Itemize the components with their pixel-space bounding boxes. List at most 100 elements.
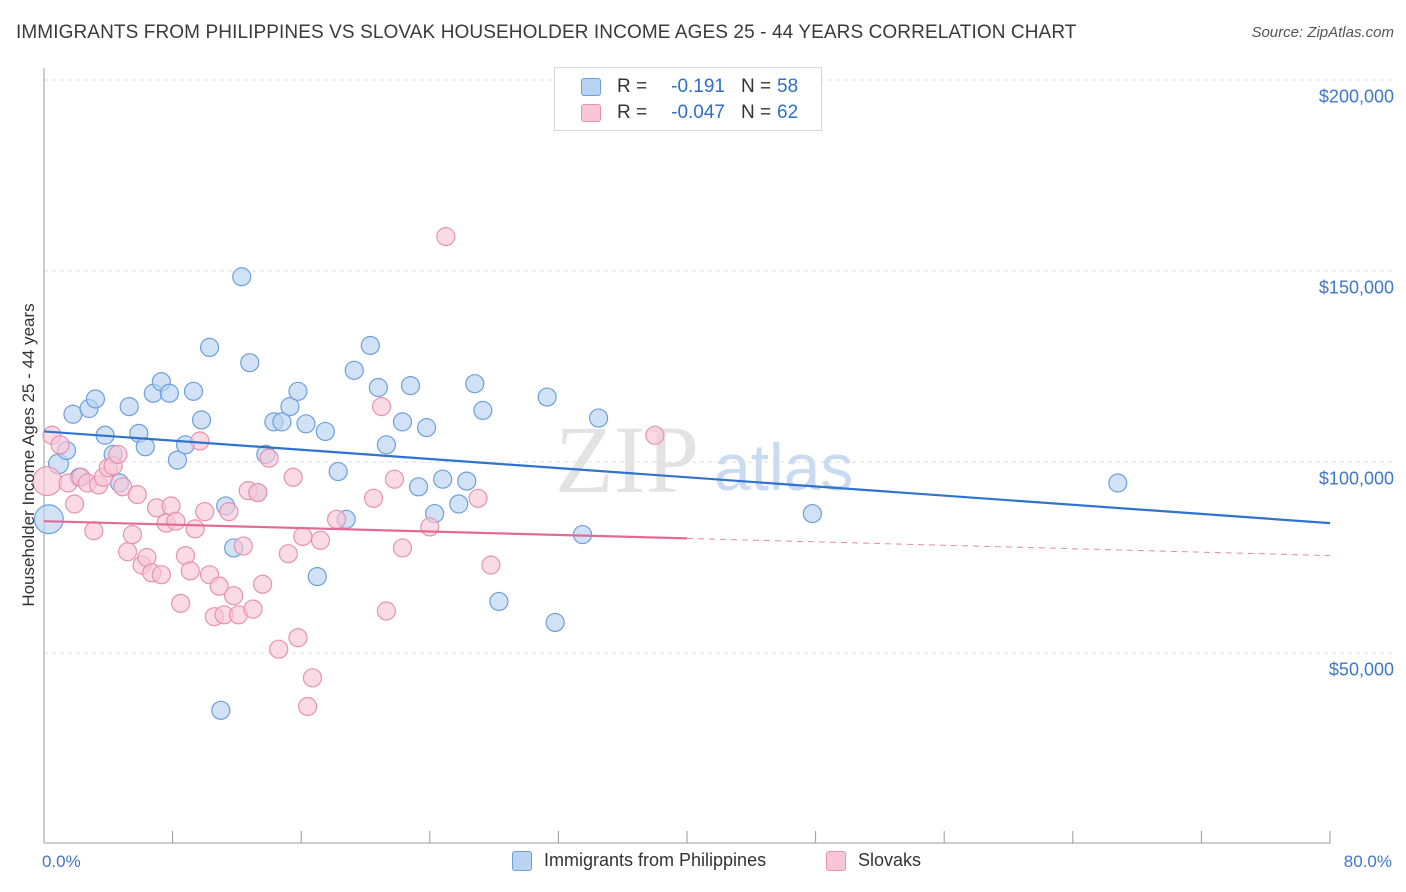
philippines-point [473, 400, 493, 421]
n-value: 58 [777, 76, 799, 97]
slovaks-point [645, 425, 665, 445]
r-value: -0.191 [671, 76, 725, 97]
n-label: N = [741, 102, 772, 123]
watermark-atlas: atlas [714, 430, 853, 504]
philippines-point [489, 591, 509, 612]
legend-swatch-blue [581, 78, 601, 96]
legend-label: Slovaks [858, 850, 922, 870]
r-value: -0.047 [671, 102, 725, 123]
philippines-point [315, 421, 335, 442]
slovaks-point [302, 668, 323, 688]
n-label: N = [741, 76, 772, 97]
slovaks-point [224, 586, 244, 606]
philippines-point [63, 404, 83, 424]
legend-row-slovaks: R = -0.047 N = 62 [581, 101, 798, 125]
philippines-point [296, 414, 316, 434]
slovaks-point [151, 565, 171, 585]
philippines-point [119, 397, 139, 417]
n-value: 62 [777, 102, 799, 123]
slovaks-point [363, 488, 384, 508]
slovaks-point [253, 574, 273, 594]
r-label: R = [617, 76, 648, 97]
philippines-point [33, 504, 64, 535]
slovaks-point [248, 482, 268, 503]
slovaks-point [376, 601, 396, 621]
slovaks-point [259, 448, 279, 468]
x-tick-label-min: 0.0% [42, 852, 81, 871]
philippines-point [211, 700, 231, 720]
slovaks-point [171, 593, 191, 613]
philippines-point [537, 387, 557, 407]
legend-swatch-pink [581, 104, 601, 122]
slovaks-point [117, 542, 138, 562]
philippines-point [159, 383, 179, 403]
legend-item-philippines[interactable]: Immigrants from Philippines [512, 850, 766, 871]
chart-title: IMMIGRANTS FROM PHILIPPINES VS SLOVAK HO… [16, 22, 1077, 43]
slovaks-point [209, 576, 229, 596]
slovaks-trend-extension [686, 537, 1331, 557]
philippines-point [232, 267, 252, 287]
slovaks-point [384, 469, 405, 489]
philippines-point [588, 408, 609, 428]
philippines-point [272, 412, 292, 432]
philippines-point [183, 381, 204, 401]
philippines-point [199, 337, 220, 357]
philippines-point [433, 469, 453, 489]
slovaks-trend-line [43, 520, 688, 540]
slovaks-point [371, 397, 392, 417]
philippines-point [465, 374, 485, 394]
y-tick-label: $50,000 [1328, 659, 1394, 680]
r-label: R = [617, 102, 648, 123]
slovaks-point [392, 538, 413, 558]
slovaks-point [288, 628, 308, 648]
philippines-point [85, 389, 106, 409]
philippines-point [1108, 473, 1128, 493]
slovaks-point [190, 431, 210, 451]
legend-swatch-blue [512, 850, 532, 871]
legend-label: Immigrants from Philippines [544, 850, 767, 870]
philippines-point [344, 360, 364, 380]
slovaks-point [185, 519, 205, 539]
legend-item-slovaks[interactable]: Slovaks [826, 850, 921, 871]
philippines-point [449, 494, 469, 514]
philippines-point [360, 335, 380, 356]
slovaks-point [436, 227, 456, 247]
slovaks-point [195, 502, 215, 522]
philippines-point [545, 612, 565, 633]
slovaks-point [108, 444, 128, 464]
slovaks-point [310, 530, 331, 550]
series-legend: Immigrants from Philippines Slovaks [0, 850, 1406, 878]
philippines-point [307, 566, 327, 587]
slovaks-point [50, 435, 70, 455]
slovaks-point [283, 467, 303, 487]
y-axis-title: Householder Income Ages 25 - 44 years [19, 303, 38, 607]
philippines-point [280, 397, 300, 417]
philippines-point [408, 477, 429, 497]
watermark-zip: ZIP [555, 406, 699, 513]
legend-swatch-pink [826, 850, 846, 871]
philippines-point [328, 461, 348, 482]
slovaks-point [127, 484, 147, 505]
slovaks-point [166, 511, 186, 531]
philippines-point [167, 450, 188, 470]
slovaks-point [122, 524, 143, 545]
slovaks-point [219, 502, 239, 522]
slovaks-point [269, 639, 289, 659]
legend-row-philippines: R = -0.191 N = 58 [581, 75, 798, 99]
philippines-point [376, 435, 396, 455]
philippines-point [135, 437, 155, 457]
philippines-point [802, 503, 822, 524]
source-label: Source: ZipAtlas.com [1251, 24, 1394, 41]
slovaks-point [64, 494, 85, 514]
philippines-point [457, 471, 477, 491]
philippines-point [191, 410, 212, 430]
y-tick-label: $100,000 [1318, 468, 1394, 489]
x-tick-label-max: 80.0% [1343, 852, 1392, 871]
slovaks-point [420, 517, 440, 537]
y-tick-label: $150,000 [1318, 277, 1394, 298]
correlation-legend: R = -0.191 N = 58 R = -0.047 N = 62 [554, 67, 822, 131]
slovaks-point [84, 521, 104, 541]
slovaks-point [293, 526, 313, 547]
philippines-point [240, 353, 260, 373]
